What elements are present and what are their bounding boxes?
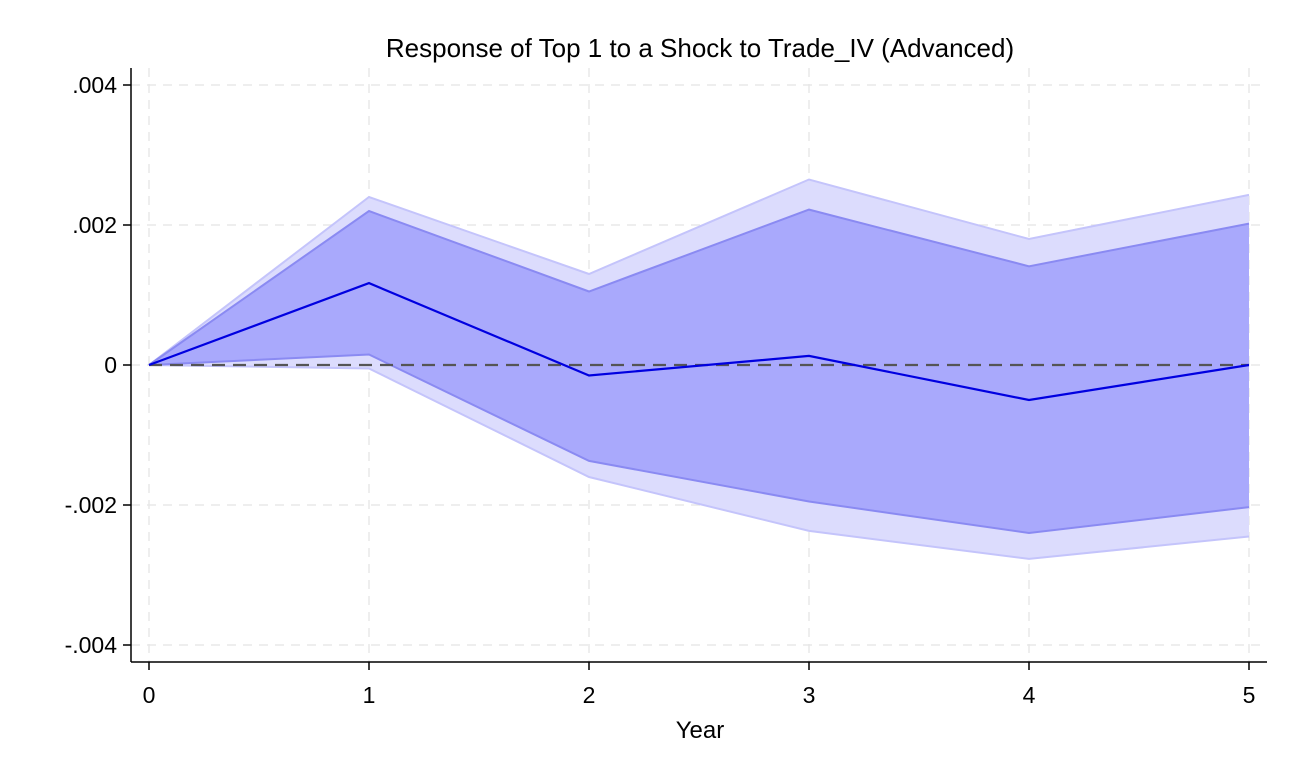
outer-band-lower-edge bbox=[148, 364, 1250, 560]
outer-band-upper-edge bbox=[148, 178, 1250, 366]
x-tick-label: 4 bbox=[1023, 682, 1036, 708]
inner-band-lower-edge bbox=[148, 353, 1250, 535]
y-tick-label: -.002 bbox=[65, 492, 117, 518]
x-axis-title: Year bbox=[676, 717, 725, 744]
x-tick-label: 3 bbox=[803, 682, 816, 708]
band-layer bbox=[148, 178, 1250, 560]
chart-title: Response of Top 1 to a Shock to Trade_IV… bbox=[386, 33, 1014, 63]
x-tick-label: 2 bbox=[583, 682, 596, 708]
y-tick-label: .004 bbox=[72, 72, 117, 98]
y-tick-label: .002 bbox=[72, 212, 117, 238]
inner-band-upper-edge bbox=[148, 208, 1250, 366]
inner-confidence-band bbox=[149, 209, 1249, 533]
line-layer bbox=[148, 281, 1250, 402]
y-tick-label: -.004 bbox=[65, 632, 118, 658]
x-tick-label: 1 bbox=[363, 682, 376, 708]
x-tick-label: 5 bbox=[1243, 682, 1256, 708]
impulse-response-line bbox=[148, 281, 1250, 402]
x-tick-label: 0 bbox=[143, 682, 156, 708]
y-tick-label: 0 bbox=[104, 352, 117, 378]
axis-layer: -.004 -.002 0 .002 .004 0 1 2 3 4 5 bbox=[65, 68, 1267, 708]
